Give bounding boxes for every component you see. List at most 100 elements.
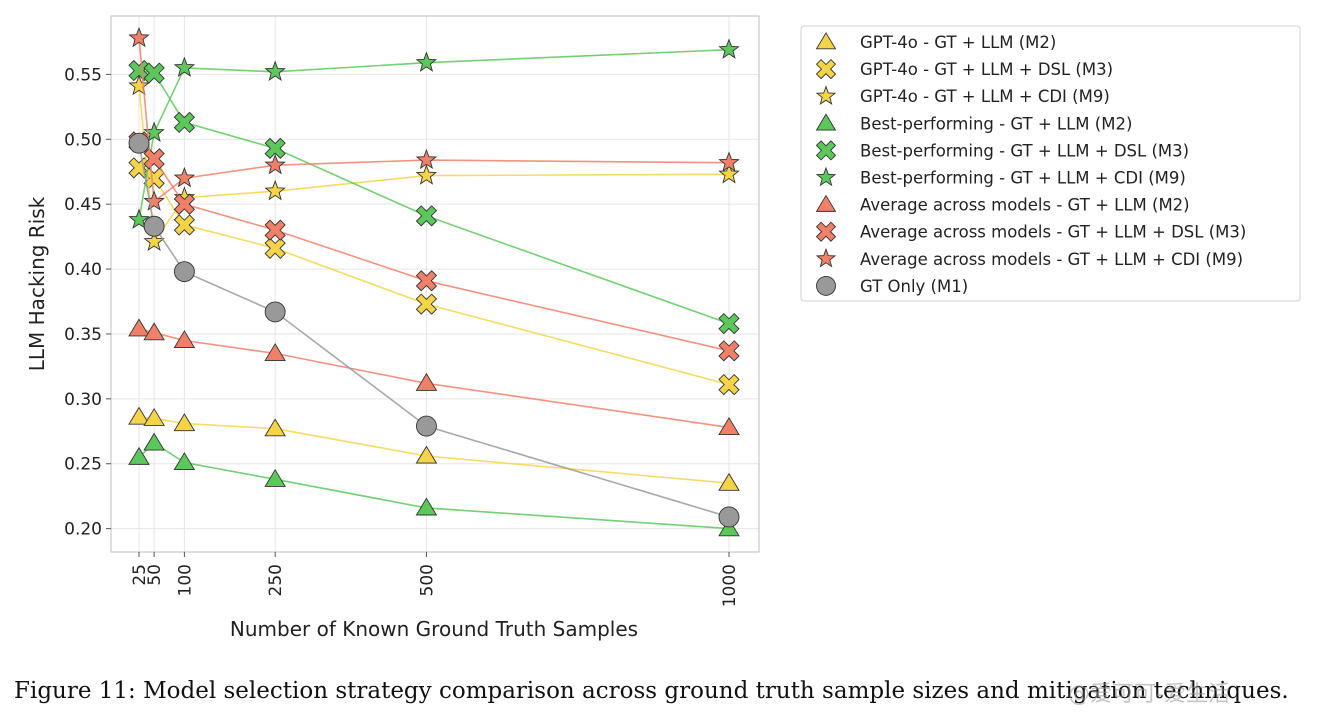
- legend-marker: [815, 58, 837, 80]
- data-point: [264, 179, 286, 201]
- data-point: [173, 166, 196, 188]
- series-7: [128, 131, 740, 362]
- legend-item: GT Only (M1): [816, 275, 968, 296]
- y-axis-ticks: 0.20 0.25 0.30 0.35 0.40 0.45 0.50 0.55: [64, 65, 111, 540]
- data-point: [264, 60, 286, 81]
- data-point: [264, 219, 286, 241]
- x-tick-label: 50: [145, 564, 165, 586]
- series-6: [128, 318, 740, 435]
- legend-label: Average across models - GT + LLM + DSL (…: [860, 223, 1246, 242]
- data-point: [264, 468, 286, 487]
- legend-marker: [815, 247, 837, 268]
- data-point: [718, 163, 740, 184]
- data-point: [718, 151, 740, 172]
- legend-item: GPT-4o - GT + LLM + DSL (M3): [815, 58, 1113, 80]
- data-point: [128, 446, 150, 465]
- series-0: [128, 406, 740, 491]
- data-point: [143, 62, 165, 84]
- data-point: [415, 148, 438, 170]
- data-point: [173, 330, 196, 349]
- data-point: [415, 293, 438, 315]
- x-tick-label: 500: [417, 564, 437, 596]
- data-point: [143, 190, 165, 211]
- legend-item: Average across models - GT + LLM (M2): [815, 194, 1190, 215]
- data-point: [415, 51, 438, 72]
- y-tick-label: 0.35: [64, 325, 102, 345]
- data-point: [173, 193, 196, 215]
- series-1: [128, 157, 740, 396]
- data-point: [173, 56, 196, 78]
- data-point: [415, 205, 438, 227]
- legend-marker: [815, 85, 837, 105]
- series-line: [138, 48, 730, 220]
- legend-label: GT Only (M1): [860, 277, 968, 296]
- legend-label: Best-performing - GT + LLM + CDI (M9): [860, 169, 1186, 188]
- series-line: [138, 441, 730, 530]
- data-point: [718, 373, 740, 396]
- watermark: @爱可可-爱生活: [1068, 682, 1230, 707]
- legend-marker: [815, 113, 837, 131]
- data-point: [718, 312, 740, 335]
- x-axis-title: Number of Known Ground Truth Samples: [230, 617, 638, 641]
- data-point: [264, 301, 286, 323]
- data-point: [143, 215, 165, 237]
- data-point: [415, 415, 437, 437]
- data-point: [128, 318, 150, 337]
- y-tick-label: 0.30: [64, 390, 102, 410]
- series-line: [138, 38, 730, 204]
- data-point: [415, 497, 438, 516]
- data-point: [264, 137, 286, 160]
- y-axis-title: LLM Hacking Risk: [25, 196, 49, 371]
- data-point: [128, 208, 150, 229]
- data-point: [128, 26, 150, 48]
- legend-marker: [815, 221, 837, 242]
- legend-item: Best-performing - GT + LLM (M2): [815, 113, 1132, 133]
- legend: GPT-4o - GT + LLM (M2) GPT-4o - GT + LLM …: [800, 25, 1301, 302]
- data-point: [415, 164, 438, 185]
- data-point: [264, 343, 286, 362]
- y-tick-label: 0.40: [64, 260, 102, 280]
- legend-label: GPT-4o - GT + LLM + DSL (M3): [860, 60, 1113, 79]
- legend-item: Average across models - GT + LLM + CDI (…: [815, 247, 1243, 269]
- data-point: [415, 372, 438, 391]
- series-group: [128, 26, 740, 537]
- y-tick-label: 0.20: [64, 520, 102, 540]
- data-point: [415, 445, 438, 464]
- data-point: [718, 340, 740, 362]
- data-point: [718, 417, 740, 435]
- legend-item: GPT-4o - GT + LLM + CDI (M9): [815, 85, 1110, 106]
- data-point: [173, 261, 195, 283]
- data-point: [264, 418, 286, 437]
- series-line: [138, 328, 730, 429]
- y-tick-label: 0.50: [64, 130, 102, 150]
- data-point: [173, 111, 196, 134]
- data-point: [718, 38, 740, 59]
- data-point: [173, 413, 196, 432]
- x-tick-label: 25: [130, 564, 150, 586]
- data-point: [143, 230, 165, 251]
- series-9: [128, 132, 740, 528]
- legend-label: Average across models - GT + LLM + CDI (…: [860, 250, 1243, 269]
- legend-label: Best-performing - GT + LLM + DSL (M3): [860, 141, 1189, 160]
- data-point: [415, 270, 438, 292]
- data-point: [718, 472, 740, 491]
- legend-label: Best-performing - GT + LLM (M2): [860, 114, 1132, 133]
- data-point: [173, 214, 196, 236]
- data-point: [718, 506, 740, 528]
- y-tick-label: 0.45: [64, 195, 102, 215]
- legend-marker: [815, 32, 837, 50]
- series-8: [128, 26, 740, 211]
- legend-label: GPT-4o - GT + LLM (M2): [860, 33, 1056, 52]
- series-5: [128, 38, 740, 229]
- legend-marker: [815, 166, 837, 187]
- legend-item: Best-performing - GT + LLM + DSL (M3): [815, 140, 1189, 161]
- data-point: [128, 74, 150, 96]
- data-point: [128, 132, 150, 154]
- x-tick-label: 1000: [720, 564, 740, 607]
- data-point: [173, 452, 196, 471]
- y-tick-label: 0.25: [64, 455, 102, 475]
- data-point: [264, 237, 286, 259]
- legend-item: GPT-4o - GT + LLM (M2): [815, 32, 1056, 52]
